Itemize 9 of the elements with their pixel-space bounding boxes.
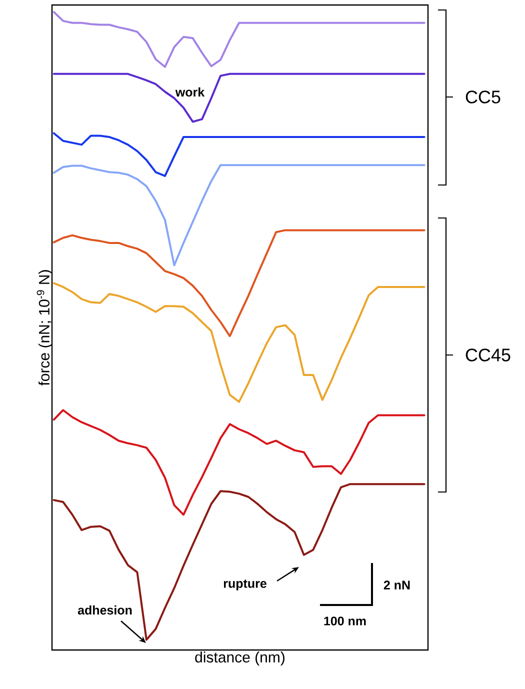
annotation: work bbox=[175, 87, 205, 97]
annotation: rupture bbox=[224, 580, 266, 590]
text: CC45 bbox=[466, 348, 510, 362]
annotation: adhesion bbox=[78, 605, 132, 615]
annotation: 2 nN bbox=[384, 580, 410, 590]
annotation: 100 nm bbox=[324, 616, 366, 626]
x-axis-title: distance (nm) bbox=[195, 652, 284, 666]
text: CC5 bbox=[466, 90, 500, 104]
y-axis-title: force (nN; 10$^{-9}$ N) bbox=[36, 270, 52, 386]
